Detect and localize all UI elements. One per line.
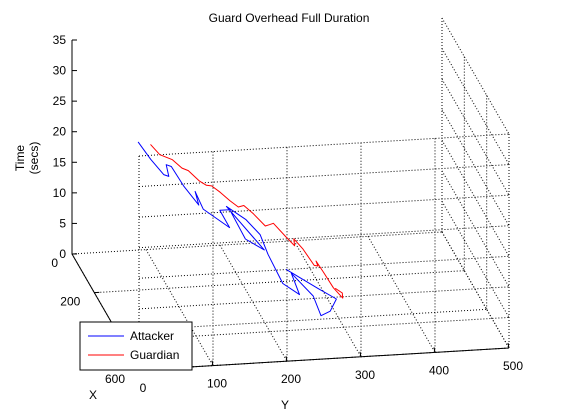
wall-grid-line [138,286,510,310]
z-axis-label-line1: Time [13,145,27,172]
wall-grid-line [138,225,510,249]
wall-grid-line [441,17,510,135]
y-axis-line [138,347,510,371]
series-lines [137,141,344,317]
y-tick-label: 200 [281,372,301,386]
z-tick-label: 5 [59,216,66,230]
wall-grid-line [441,48,510,165]
z-tick-label: 35 [53,33,67,47]
x-axis-label: X [89,388,97,402]
y-tick-label: 400 [429,363,449,377]
y-tick-label: 100 [207,377,227,391]
wall-grid-line [138,316,510,340]
y-tick-mark [211,360,214,366]
z-tick-label: 30 [53,64,67,78]
y-tick-mark [285,356,288,362]
y-axis-label: Y [281,398,289,412]
wall-grid-line [441,140,510,257]
series-line-guardian [150,144,344,299]
z-tick-label: 20 [53,125,67,139]
legend-label-attacker: Attacker [130,329,174,343]
wall-grid-line [441,201,510,318]
wall-grid-line [441,109,510,226]
y-tick-mark [359,351,362,357]
y-tick-label: 300 [355,368,375,382]
z-tick-label: 15 [53,155,67,169]
wall-grid-line [441,170,510,288]
z-tick-label: 0 [59,247,66,261]
legend-box [79,321,193,371]
z-tick-label: 25 [53,94,67,108]
y-tick-label: 500 [503,359,523,373]
y-tick-mark [433,347,436,353]
wall-grid-line [441,78,510,196]
y-tick-label: 0 [140,381,147,395]
wall-grid-line [138,255,510,279]
x-tick-label: 600 [105,372,125,386]
floor-grid-line [71,231,443,255]
chart-title: Guard Overhead Full Duration [209,11,370,25]
floor-grid-line [94,270,465,294]
legend-label-guardian: Guardian [130,348,179,362]
wall-grid-line [138,133,510,157]
floor-grid-line [293,240,362,358]
y-tick-mark [507,342,510,349]
legend: Attacker Guardian [79,321,193,371]
x-tick-label: 200 [60,295,80,309]
series-line-attacker [137,141,337,317]
floor-grid-line [367,236,436,353]
floor-grid-line [219,244,288,362]
grid-lines [71,17,510,371]
x-tick-label: 0 [51,256,58,270]
z-tick-label: 10 [53,186,67,200]
wall-grid-line [138,164,510,188]
wall-grid-line [138,194,510,218]
wall-grid-line [441,231,510,349]
z-axis-label-line2: (secs) [27,142,41,175]
tick-labels: 0 5 10 15 20 25 30 35 0 200 600 0 100 200 300 400 500 [51,33,523,395]
floor-grid-line [145,249,214,366]
